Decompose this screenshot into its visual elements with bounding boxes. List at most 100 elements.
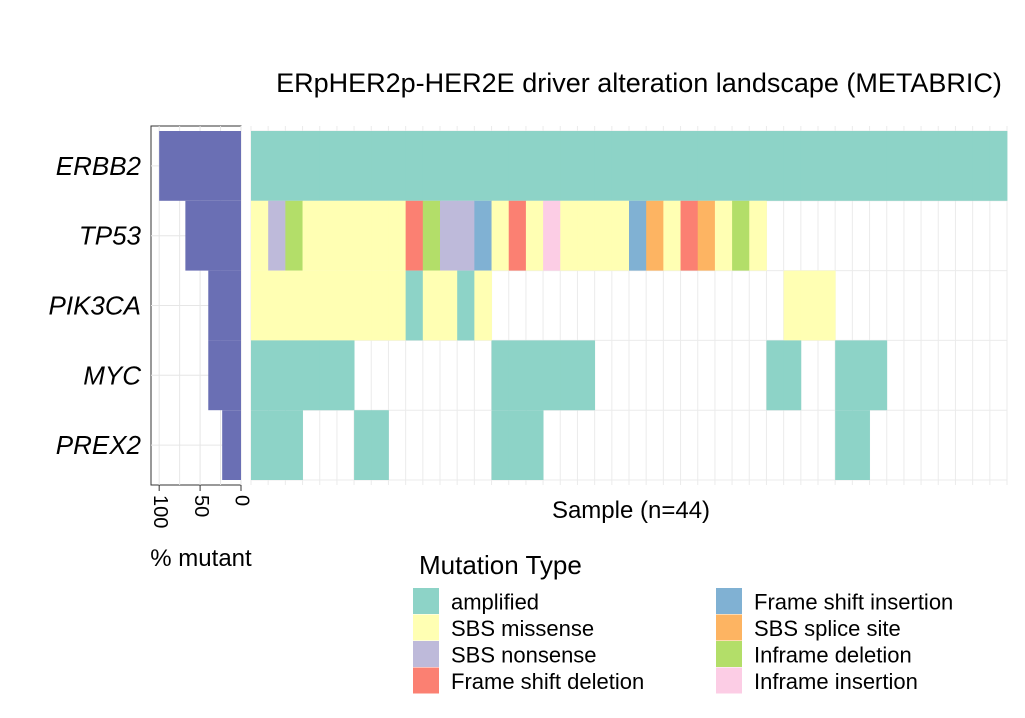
tile-prex2-35 xyxy=(835,410,853,480)
tile-erbb2-16 xyxy=(508,131,527,201)
tile-tp53-19 xyxy=(560,200,578,271)
tile-prex2-36 xyxy=(852,410,870,480)
tile-erbb2-13 xyxy=(457,131,475,201)
legend-key-fsd xyxy=(413,667,439,694)
mutant-bar-myc xyxy=(208,340,241,411)
tile-tp53-17 xyxy=(525,200,544,271)
legend-label-fsd: Frame shift deletion xyxy=(451,669,644,694)
tile-pik3ca-32 xyxy=(783,270,802,341)
tile-tp53-23 xyxy=(629,200,647,271)
mutant-bar-erbb2 xyxy=(159,131,241,201)
legend-key-mis xyxy=(413,614,439,641)
tile-erbb2-5 xyxy=(319,131,338,201)
tile-myc-5 xyxy=(319,340,338,411)
tile-tp53-21 xyxy=(594,200,613,271)
tile-erbb2-26 xyxy=(680,131,699,201)
tile-tp53-2 xyxy=(268,200,286,271)
tile-erbb2-32 xyxy=(783,131,802,201)
tile-erbb2-8 xyxy=(371,131,389,201)
legend-key-fsi xyxy=(716,588,742,614)
tile-erbb2-19 xyxy=(560,131,578,201)
tile-erbb2-33 xyxy=(800,131,819,201)
bar-axis-tick-label: 0 xyxy=(231,495,253,506)
tile-prex2-3 xyxy=(285,410,303,480)
legend-title: Mutation Type xyxy=(419,550,582,580)
mutant-bar-prex2 xyxy=(222,410,241,480)
chart-title: ERpHER2p-HER2E driver alteration landsca… xyxy=(276,68,1002,98)
tile-tp53-11 xyxy=(422,200,441,271)
tile-tp53-27 xyxy=(697,200,716,271)
legend-label-spl: SBS splice site xyxy=(754,616,901,641)
tile-myc-2 xyxy=(268,340,286,411)
gene-label-pik3ca: PIK3CA xyxy=(49,291,142,321)
tile-prex2-2 xyxy=(268,410,286,480)
tile-tp53-15 xyxy=(491,200,510,271)
tile-erbb2-44 xyxy=(989,131,1008,201)
tile-erbb2-4 xyxy=(302,131,321,201)
tile-myc-16 xyxy=(508,340,527,411)
tile-pik3ca-4 xyxy=(302,270,321,341)
tile-pik3ca-34 xyxy=(818,270,836,341)
tile-myc-36 xyxy=(852,340,870,411)
tile-erbb2-14 xyxy=(474,131,492,201)
tile-erbb2-1 xyxy=(251,131,269,201)
tile-pik3ca-13 xyxy=(457,270,475,341)
tile-erbb2-35 xyxy=(835,131,853,201)
tile-erbb2-10 xyxy=(405,131,424,201)
tile-erbb2-17 xyxy=(525,131,544,201)
legend-key-spl xyxy=(716,614,742,641)
tile-erbb2-37 xyxy=(869,131,888,201)
tile-pik3ca-2 xyxy=(268,270,286,341)
tile-tp53-5 xyxy=(319,200,338,271)
tile-erbb2-6 xyxy=(336,131,355,201)
tile-tp53-10 xyxy=(405,200,424,271)
bar-axis-title: % mutant xyxy=(150,545,252,572)
tile-tp53-14 xyxy=(474,200,492,271)
x-axis-title: Sample (n=44) xyxy=(552,497,710,524)
bar-axis-tick-label: 50 xyxy=(190,495,212,517)
tile-erbb2-2 xyxy=(268,131,286,201)
legend-key-amp xyxy=(413,588,439,614)
tile-erbb2-41 xyxy=(938,131,956,201)
tile-tp53-9 xyxy=(388,200,407,271)
tile-pik3ca-5 xyxy=(319,270,338,341)
legend-label-fsi: Frame shift insertion xyxy=(754,590,953,615)
tile-erbb2-7 xyxy=(354,131,372,201)
tile-tp53-25 xyxy=(663,200,681,271)
tile-erbb2-12 xyxy=(440,131,458,201)
tile-erbb2-3 xyxy=(285,131,303,201)
tile-myc-6 xyxy=(336,340,355,411)
tile-myc-20 xyxy=(577,340,596,411)
tile-erbb2-22 xyxy=(611,131,630,201)
legend-label-mis: SBS missense xyxy=(451,616,594,641)
tile-myc-31 xyxy=(766,340,785,411)
tile-erbb2-9 xyxy=(388,131,407,201)
gene-labels: ERBB2 TP53 PIK3CA MYC PREX2 xyxy=(49,151,142,460)
tile-tp53-30 xyxy=(749,200,767,271)
tile-myc-17 xyxy=(525,340,544,411)
tile-myc-3 xyxy=(285,340,303,411)
tile-tp53-24 xyxy=(646,200,664,271)
tile-prex2-8 xyxy=(371,410,389,480)
tile-erbb2-42 xyxy=(955,131,974,201)
tile-tp53-28 xyxy=(714,200,733,271)
tile-pik3ca-10 xyxy=(405,270,424,341)
tile-erbb2-18 xyxy=(543,131,561,201)
tile-pik3ca-11 xyxy=(422,270,441,341)
tile-erbb2-36 xyxy=(852,131,870,201)
tile-tp53-4 xyxy=(302,200,321,271)
tile-erbb2-34 xyxy=(818,131,836,201)
mutant-percent-bar-panel: 100 50 0 xyxy=(149,125,253,528)
tile-tp53-26 xyxy=(680,200,699,271)
tile-myc-35 xyxy=(835,340,853,411)
tile-pik3ca-9 xyxy=(388,270,407,341)
tile-myc-15 xyxy=(491,340,510,411)
tile-tp53-22 xyxy=(611,200,630,271)
tile-erbb2-38 xyxy=(886,131,905,201)
tile-tp53-20 xyxy=(577,200,596,271)
legend-key-non xyxy=(413,641,439,667)
alteration-tile-panel xyxy=(250,126,1008,485)
legend-label-amp: amplified xyxy=(451,590,539,615)
tile-pik3ca-1 xyxy=(251,270,269,341)
